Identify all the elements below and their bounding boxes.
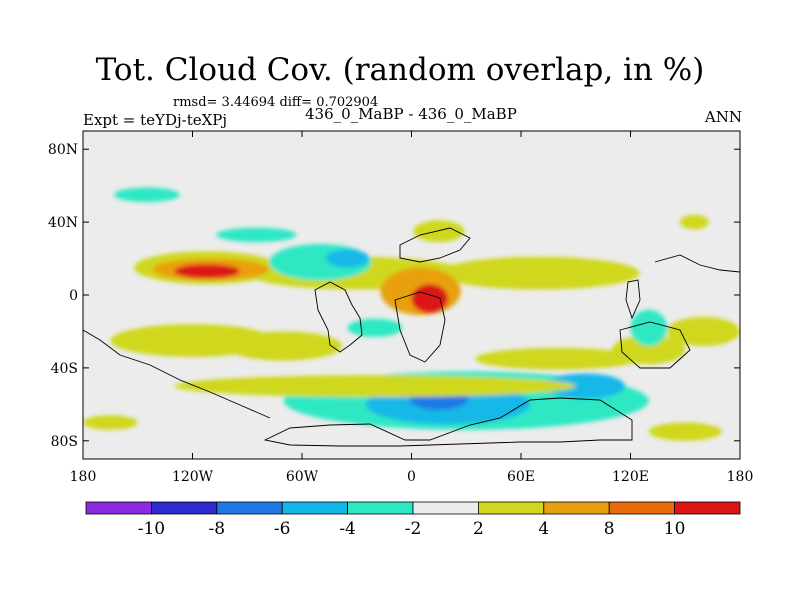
y-tick-label-4: 80S	[51, 434, 78, 450]
colorbar-label-5: 2	[473, 519, 484, 539]
x-tick-label-5: 120E	[612, 469, 649, 485]
y-tick-label-3: 40S	[51, 361, 78, 377]
coastline-west-pacific	[83, 329, 271, 419]
y-tick-label-0: 80N	[48, 142, 78, 158]
x-tick-label-2: 60W	[286, 469, 319, 485]
x-tick-label-3: 0	[407, 469, 416, 485]
y-tick-label-2: 0	[69, 288, 78, 304]
colorbar-bin-2	[216, 501, 283, 515]
colorbar-label-7: 8	[604, 519, 615, 539]
coastline-antarctica	[263, 397, 633, 447]
coastline-africa	[394, 291, 446, 363]
x-tick-label-1: 120W	[172, 469, 214, 485]
experiment-label: Expt = teYDj-teXPj	[83, 111, 228, 129]
anomaly-region-13	[325, 249, 370, 268]
colorbar-bin-6	[477, 501, 545, 515]
colorbar-label-6: 4	[538, 519, 549, 539]
x-tick-label-6: 180	[727, 469, 754, 485]
coastline-australia	[619, 321, 691, 369]
colorbar-bin-8	[608, 501, 676, 515]
anomaly-region-9	[475, 347, 640, 370]
stats-line: rmsd= 3.44694 diff= 0.702904	[173, 95, 379, 110]
colorbar-bin-5	[412, 501, 479, 515]
colorbar-bin-7	[543, 501, 610, 515]
chart-subtitle: 436_0_MaBP - 436_0_MaBP	[305, 105, 517, 123]
anomaly-region-10	[612, 335, 686, 365]
colorbar-label-0: -10	[138, 519, 165, 539]
anomaly-region-11	[413, 220, 465, 243]
colorbar-label-4: -2	[405, 519, 422, 539]
anomaly-region-22	[174, 375, 576, 398]
colorbar-bin-4	[347, 501, 414, 515]
x-tick-label-0: 180	[70, 469, 97, 485]
anomaly-region-20	[630, 309, 667, 347]
coastline-maritime	[654, 254, 740, 273]
colorbar-bin-1	[150, 501, 218, 515]
colorbar-label-1: -8	[209, 519, 226, 539]
anomaly-region-17	[544, 373, 626, 399]
anomaly-region-8	[411, 284, 448, 314]
chart-title: Tot. Cloud Cov. (random overlap, in %)	[95, 52, 705, 88]
colorbar-label-2: -6	[274, 519, 291, 539]
x-tick-label-4: 60E	[507, 469, 535, 485]
anomaly-region-19	[216, 227, 297, 243]
coastline-eurasia	[399, 227, 471, 263]
season-label: ANN	[704, 108, 742, 126]
coastline-asia-east	[625, 279, 641, 320]
anomaly-region-25	[679, 214, 709, 230]
anomaly-region-2	[438, 256, 640, 290]
anomaly-region-24	[648, 422, 722, 441]
coastline-south-america	[314, 281, 363, 353]
colorbar-label-3: -4	[339, 519, 356, 539]
anomaly-region-6	[225, 331, 343, 361]
anomaly-region-4	[174, 264, 240, 279]
y-tick-label-1: 40N	[48, 215, 78, 231]
anomaly-region-21	[347, 318, 403, 337]
anomaly-region-26	[83, 415, 138, 430]
colorbar-bin-3	[281, 501, 349, 515]
anomaly-region-23	[667, 316, 740, 347]
anomaly-region-18	[114, 187, 180, 203]
colorbar-label-8: 10	[664, 519, 686, 539]
colorbar-bin-9	[674, 501, 741, 515]
colorbar-bin-0	[85, 501, 152, 515]
